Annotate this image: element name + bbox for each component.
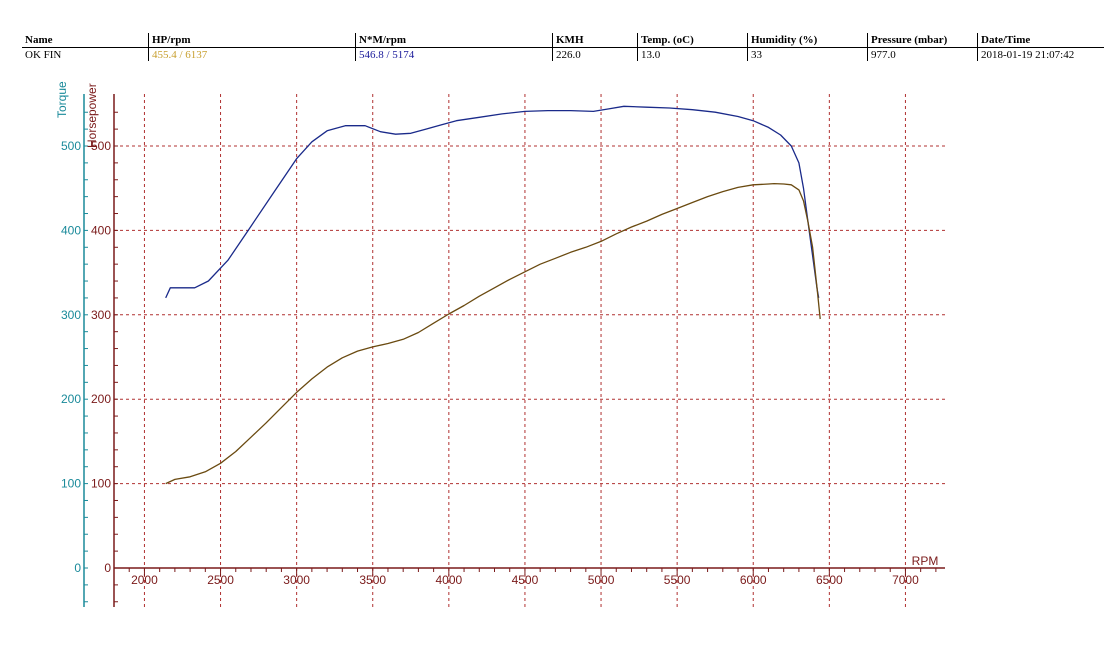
x-tick-label-6000: 6000 — [740, 573, 767, 587]
x-tick-label-3000: 3000 — [283, 573, 310, 587]
x-tick-label-4500: 4500 — [512, 573, 539, 587]
x-tick-label-2500: 2500 — [207, 573, 234, 587]
x-tick-label-6500: 6500 — [816, 573, 843, 587]
hp-axis-title: Horsepower — [85, 83, 99, 148]
hp-tick-label-200: 200 — [91, 392, 111, 406]
x-tick-label-5000: 5000 — [588, 573, 615, 587]
grid — [114, 94, 945, 607]
col-datetime-header: Date/Time — [977, 33, 1104, 48]
info-table: Name HP/rpm N*M/rpm KMH Temp. (oC) Humid… — [22, 33, 1104, 61]
run-name: OK FIN — [25, 48, 62, 61]
x-tick-label-5500: 5500 — [664, 573, 691, 587]
axes — [83, 94, 945, 607]
humidity-value: 33 — [747, 47, 868, 61]
pressure-value: 977.0 — [867, 47, 978, 61]
series — [165, 105, 821, 485]
info-table-row: OK FIN 455.4 / 6137 546.8 / 5174 226.0 1… — [22, 47, 1104, 61]
col-name-header: Name — [22, 33, 149, 48]
x-tick-label-3500: 3500 — [359, 573, 386, 587]
col-pressure-header: Pressure (mbar) — [867, 33, 978, 48]
info-table-header-row: Name HP/rpm N*M/rpm KMH Temp. (oC) Humid… — [22, 33, 1104, 48]
labels: 2000 2500 3000 3500 4000 4500 5000 5500 6000 6500… — [55, 81, 938, 587]
x-axis-title: RPM — [912, 554, 939, 568]
col-temp-header: Temp. (oC) — [637, 33, 748, 48]
torque-curve — [165, 105, 820, 299]
torque-tick-label-0: 0 — [74, 561, 81, 575]
torque-tick-label-400: 400 — [61, 223, 81, 237]
torque-tick-label-500: 500 — [61, 139, 81, 153]
col-humidity-header: Humidity (%) — [747, 33, 868, 48]
hp-tick-label-300: 300 — [91, 308, 111, 322]
hp-tick-label-500: 500 — [91, 139, 111, 153]
torque-tick-label-200: 200 — [61, 392, 81, 406]
col-kmh-header: KMH — [552, 33, 638, 48]
col-hp-header: HP/rpm — [148, 33, 356, 48]
x-tick-label-7000: 7000 — [892, 573, 919, 587]
hp-rpm-value: 455.4 / 6137 — [148, 47, 356, 61]
hp-tick-label-100: 100 — [91, 477, 111, 491]
kmh-value: 226.0 — [552, 47, 638, 61]
hp-tick-label-0: 0 — [104, 561, 111, 575]
torque-tick-label-300: 300 — [61, 308, 81, 322]
x-tick-label-2000: 2000 — [131, 573, 158, 587]
hp-curve — [165, 182, 821, 485]
datetime-value: 2018-01-19 21:07:42 — [977, 47, 1104, 61]
hp-tick-label-400: 400 — [91, 223, 111, 237]
x-tick-label-4000: 4000 — [435, 573, 462, 587]
torque-rpm-value: 546.8 / 5174 — [355, 47, 553, 61]
temp-value: 13.0 — [637, 47, 748, 61]
torque-axis-title: Torque — [55, 81, 69, 118]
col-torque-header: N*M/rpm — [355, 33, 553, 48]
torque-tick-label-100: 100 — [61, 477, 81, 491]
